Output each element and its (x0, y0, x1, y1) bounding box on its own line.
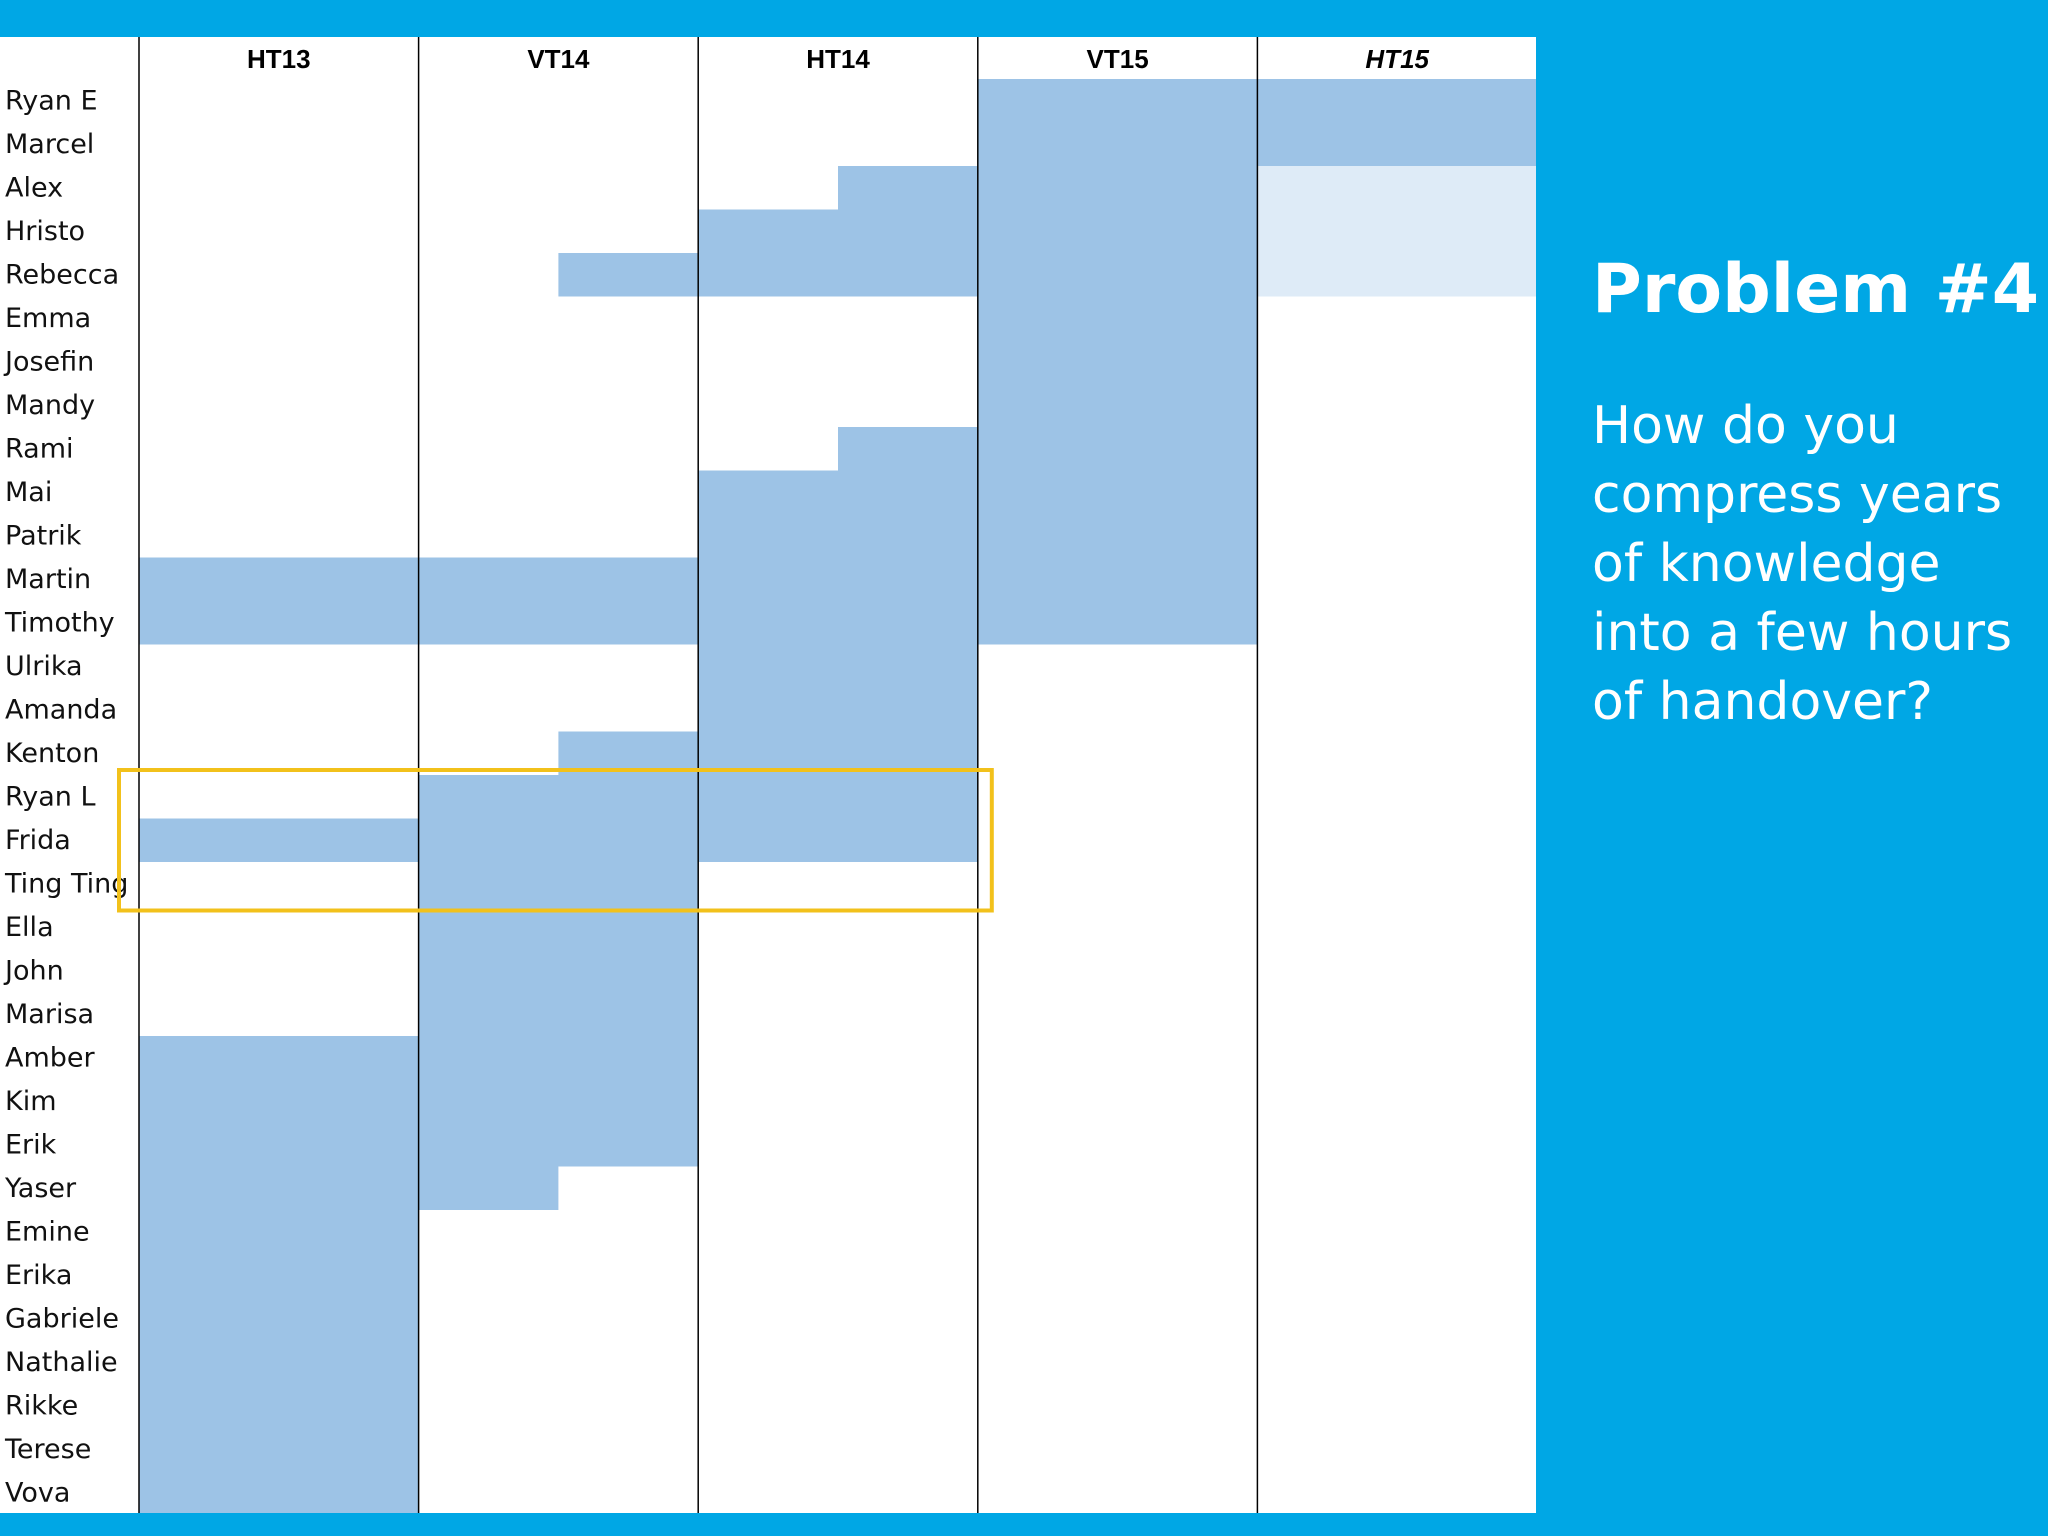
row-label: Amanda (5, 694, 117, 725)
column-header-label: VT14 (527, 44, 590, 74)
row-label: Erik (5, 1129, 57, 1160)
row-label: Martin (5, 564, 91, 595)
row-label: Rikke (5, 1390, 78, 1421)
row-label: Nathalie (5, 1347, 118, 1378)
bar-span-5 (558, 253, 699, 297)
row-label: Emine (5, 1216, 90, 1247)
bar-span-7 (698, 470, 978, 862)
slide-question: How do you compress years of knowledge i… (1592, 396, 2013, 732)
row-label: Kenton (5, 738, 99, 769)
row-label: Ryan L (5, 781, 96, 812)
row-label: Vova (5, 1477, 70, 1508)
bar-span-13 (139, 1036, 419, 1513)
highlight-layer (117, 768, 994, 913)
row-label: Ella (5, 912, 54, 943)
column-header-label: HT14 (806, 44, 870, 74)
row-label: Mai (5, 477, 52, 508)
column-headers: HT13 VT14 HT14 VT15 HT15 (247, 44, 1430, 74)
bar-span-11 (139, 818, 419, 862)
row-label: Timothy (4, 607, 115, 638)
row-label: Erika (5, 1260, 72, 1291)
grid-layer (138, 37, 1259, 1513)
row-label: Josefin (3, 346, 94, 377)
bar-span-2 (1257, 166, 1536, 297)
column-header-label: HT13 (247, 44, 311, 74)
row-labels: Ryan E Marcel Alex Hristo Rebecca Emma Josefin… (3, 85, 128, 1508)
row-label: Marisa (5, 999, 94, 1030)
row-label: Mandy (5, 390, 95, 421)
bar-span-9 (558, 731, 699, 775)
row-label: Yaser (4, 1173, 77, 1204)
bar-layer (139, 79, 1536, 1513)
row-label: John (3, 955, 64, 986)
row-label: Amber (5, 1042, 96, 1073)
highlight-box (117, 768, 994, 913)
row-label: Marcel (5, 129, 94, 160)
row-label: Kim (5, 1086, 57, 1117)
row-label: Rebecca (5, 259, 119, 290)
bar-span-6 (838, 427, 978, 471)
chart-panel: HT13 VT14 HT14 VT15 HT15 Ryan E Marcel Alex Hri… (0, 37, 1536, 1513)
row-label: Alex (5, 172, 63, 203)
bar-span-10 (418, 775, 699, 1167)
row-label: Patrik (5, 520, 82, 551)
bar-span-3 (838, 166, 1258, 210)
column-header-label: VT15 (1087, 44, 1149, 74)
row-label: Terese (4, 1434, 91, 1465)
row-label: Ryan E (5, 85, 98, 116)
column-header-label: HT15 (1365, 44, 1429, 74)
row-label: Rami (5, 433, 74, 464)
row-label: Gabriele (5, 1303, 119, 1334)
slide-title: Problem #4 (1592, 250, 2040, 329)
row-label: Emma (5, 303, 91, 334)
row-label: Frida (5, 825, 71, 856)
row-label: Ting Ting (4, 868, 128, 899)
gantt-chart: HT13 VT14 HT14 VT15 HT15 Ryan E Marcel Alex Hri… (3, 37, 1536, 1513)
row-label: Ulrika (5, 651, 83, 682)
bar-span-12 (418, 1166, 559, 1210)
row-label: Hristo (5, 216, 85, 247)
